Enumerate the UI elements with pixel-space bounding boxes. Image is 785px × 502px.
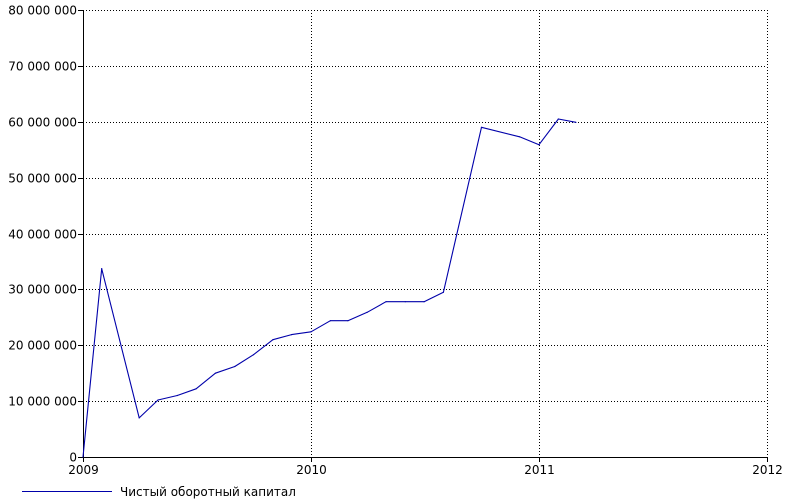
data-point (347, 320, 349, 322)
y-tick-label: 20 000 000 (8, 339, 77, 353)
y-tick-label: 40 000 000 (8, 228, 77, 242)
axes (78, 10, 768, 462)
data-point (329, 320, 331, 322)
data-point (519, 136, 521, 138)
data-point (538, 144, 540, 146)
legend: Чистый оборотный капитал (22, 485, 296, 499)
y-tick-label: 60 000 000 (8, 116, 77, 130)
data-point (442, 291, 444, 293)
legend-label: Чистый оборотный капитал (120, 485, 296, 499)
series-line-0 (82, 118, 577, 458)
y-tick-label: 30 000 000 (8, 283, 77, 297)
data-point (82, 456, 84, 458)
x-tick-label: 2011 (524, 463, 555, 477)
data-point (214, 372, 216, 374)
y-tick-label: 50 000 000 (8, 172, 77, 186)
y-tick-label: 70 000 000 (8, 60, 77, 74)
data-point (366, 311, 368, 313)
data-point (575, 121, 577, 123)
data-point (557, 118, 560, 120)
data-point (252, 354, 255, 356)
series-layer (82, 118, 577, 458)
y-tick-label: 0 (69, 451, 77, 465)
y-tick-label: 10 000 000 (8, 395, 77, 409)
data-point (234, 365, 236, 368)
data-point (404, 301, 406, 303)
x-tick-label: 2012 (752, 463, 783, 477)
data-point (157, 399, 159, 401)
x-axis-tick-labels: 2009 2010 2011 2012 (68, 463, 783, 477)
y-axis-tick-labels: 0 10 000 000 20 000 000 30 000 000 40 000 00… (8, 4, 77, 465)
data-point (101, 268, 103, 270)
data-point (310, 331, 312, 333)
data-point (385, 301, 387, 303)
data-point (272, 339, 274, 341)
x-tick-label: 2010 (296, 463, 327, 477)
data-point (176, 394, 178, 397)
data-point (480, 126, 483, 128)
data-point (423, 301, 425, 303)
data-point (291, 334, 293, 336)
data-point (195, 388, 197, 390)
grid-lines (83, 10, 768, 457)
data-point (138, 417, 140, 419)
x-tick-label: 2009 (68, 463, 99, 477)
y-tick-label: 80 000 000 (8, 4, 77, 18)
